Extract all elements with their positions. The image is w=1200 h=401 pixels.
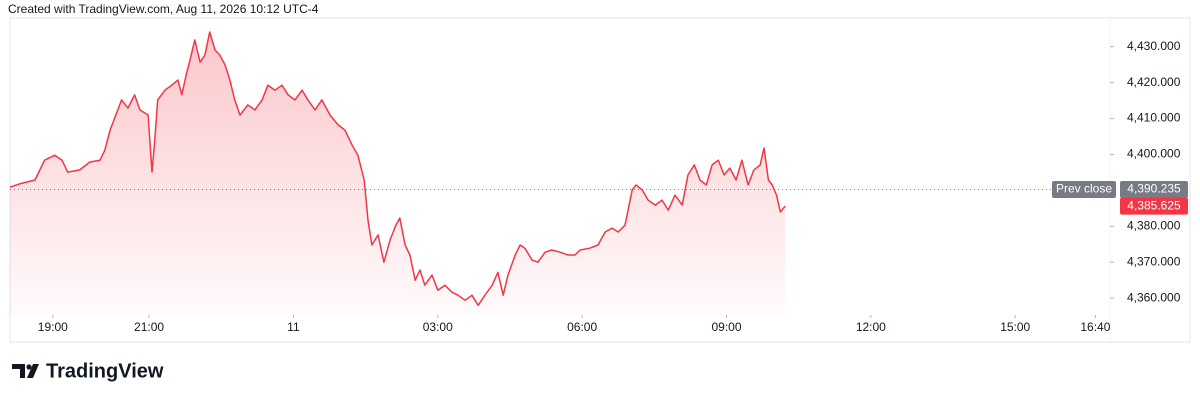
x-tick-label: 12:00 — [856, 320, 886, 334]
x-tick-label: 11 — [287, 320, 300, 334]
x-tick-label: 19:00 — [38, 320, 68, 334]
brand-name: TradingView — [46, 360, 164, 382]
x-tick-label: 16:40 — [1080, 320, 1110, 334]
last-price-value: 4,385.625 — [1127, 198, 1181, 212]
y-tick-label: 4,400.000 — [1127, 147, 1181, 161]
last-price-box — [1120, 197, 1188, 215]
y-tick-label: 4,380.000 — [1127, 218, 1181, 232]
x-tick-label: 03:00 — [423, 320, 453, 334]
x-tick-label: 09:00 — [711, 320, 741, 334]
plot: 4,360.000 4,370.000 4,380.000 4,400.000 4,41… — [9, 31, 1188, 334]
x-tick-label: 21:00 — [134, 320, 164, 334]
x-tick-label: 15:00 — [1000, 320, 1030, 334]
area-fill — [10, 32, 786, 315]
y-tick-label: 4,430.000 — [1127, 39, 1181, 53]
x-tick-label: 06:00 — [567, 320, 597, 334]
logo-mark — [12, 364, 39, 378]
logo-dot — [26, 364, 32, 370]
y-tick-label: 4,410.000 — [1127, 111, 1181, 125]
prev-close-value: 4,390.235 — [1127, 182, 1181, 196]
logo: TradingView — [12, 360, 164, 382]
chart-frame — [9, 17, 1191, 343]
prev-close-name-box — [1052, 181, 1116, 199]
y-tick-label: 4,370.000 — [1127, 254, 1181, 268]
price-line — [9, 31, 786, 307]
prev-close-value-box — [1120, 181, 1188, 199]
prev-close-name: Prev close — [1056, 182, 1112, 196]
y-tick-label: 4,360.000 — [1127, 290, 1181, 304]
header-text: Created with TradingView.com, Aug 11, 20… — [8, 2, 319, 16]
y-tick-label: 4,420.000 — [1127, 75, 1181, 89]
